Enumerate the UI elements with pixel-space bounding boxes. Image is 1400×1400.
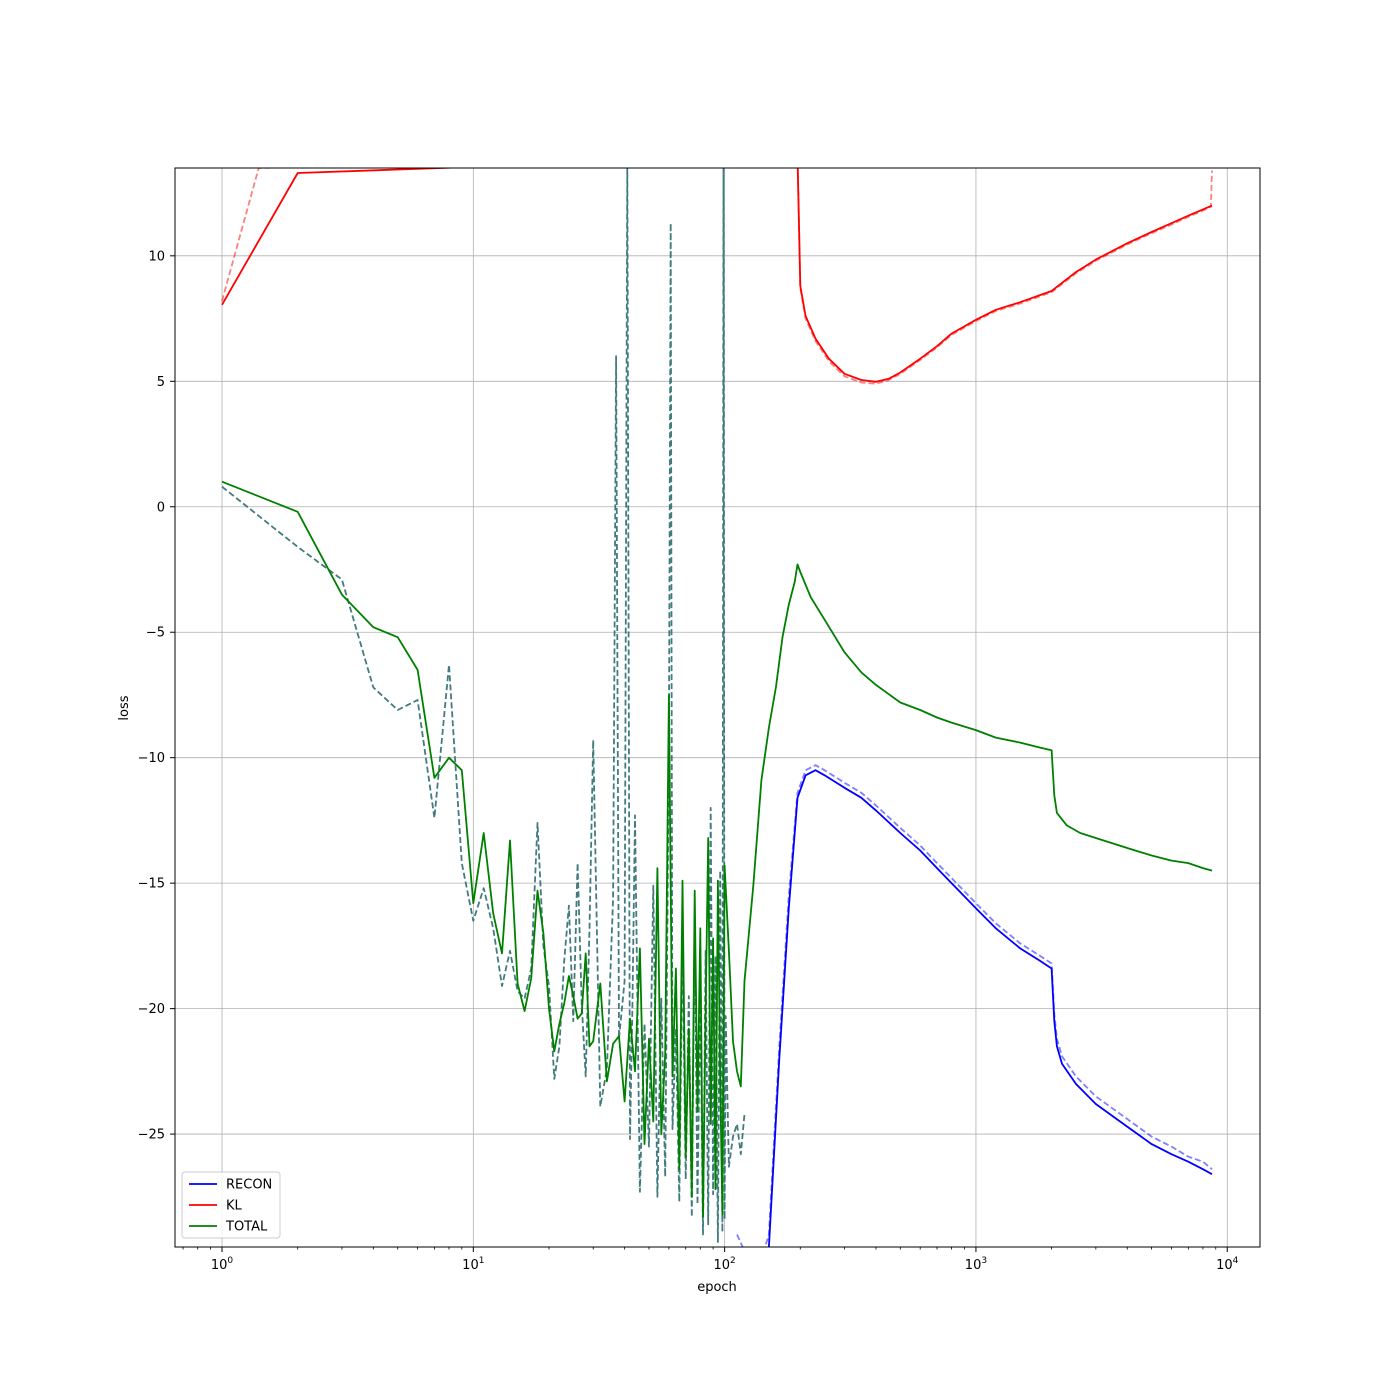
series-line-recon-val: [736, 764, 1213, 1247]
x-tick-label: 100: [211, 1256, 234, 1273]
y-tick-label: −25: [138, 1128, 165, 1143]
series-line-kl: [221, 168, 1213, 383]
series-lines: [221, 168, 1213, 1247]
x-axis-ticks: 100 101 102 103 104: [182, 1247, 1239, 1273]
x-tick-label: 101: [462, 1256, 484, 1273]
y-tick-label: −15: [138, 877, 165, 892]
plot-frame: [174, 167, 1261, 1248]
x-tick-label: 104: [1216, 1256, 1239, 1273]
x-axis-label: epoch: [697, 1280, 737, 1295]
series-line-kl-val: [221, 168, 1213, 385]
series-line-total-val: [221, 168, 746, 1243]
y-tick-label: 5: [157, 375, 165, 390]
y-tick-label: 10: [148, 249, 165, 264]
y-axis-label: loss: [117, 695, 132, 720]
series-line-total: [221, 480, 1213, 1218]
y-tick-label: −20: [138, 1002, 165, 1017]
legend-label: KL: [226, 1199, 243, 1214]
y-axis-ticks: 10 5 0 −5 −10 −15 −20 −25: [138, 249, 175, 1143]
x-tick-label: 102: [713, 1256, 735, 1273]
y-tick-label: 0: [157, 500, 165, 515]
x-tick-label: 103: [965, 1256, 987, 1273]
y-tick-label: −10: [138, 751, 165, 766]
legend-label: RECON: [226, 1178, 272, 1193]
series-line-recon: [737, 769, 1213, 1247]
legend-label: TOTAL: [225, 1220, 268, 1235]
y-tick-label: −5: [146, 626, 165, 641]
legend: RECON KL TOTAL: [181, 1171, 281, 1239]
grid-lines: [175, 168, 1260, 1247]
legend-box: [181, 1171, 281, 1239]
